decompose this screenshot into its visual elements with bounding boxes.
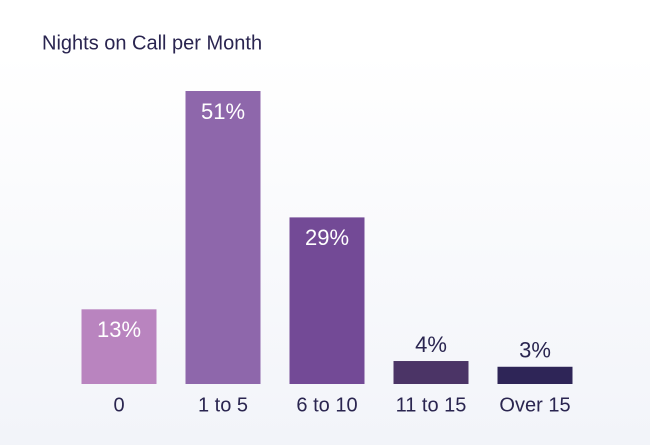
bar <box>289 217 365 384</box>
x-tick-label: Over 15 <box>499 394 570 416</box>
value-label: 13% <box>97 317 141 342</box>
value-label: 4% <box>415 332 447 357</box>
x-tick-label: 1 to 5 <box>198 394 248 416</box>
bar <box>393 361 469 384</box>
bar <box>185 91 261 384</box>
x-tick-label: 6 to 10 <box>296 394 357 416</box>
bar <box>81 309 157 384</box>
value-label: 29% <box>305 225 349 250</box>
bar <box>497 366 573 384</box>
value-label: 3% <box>519 338 551 363</box>
value-label: 51% <box>201 99 245 124</box>
x-tick-label: 11 to 15 <box>396 394 467 416</box>
x-tick-label: 0 <box>113 394 124 416</box>
chart-title: Nights on Call per Month <box>42 32 262 54</box>
